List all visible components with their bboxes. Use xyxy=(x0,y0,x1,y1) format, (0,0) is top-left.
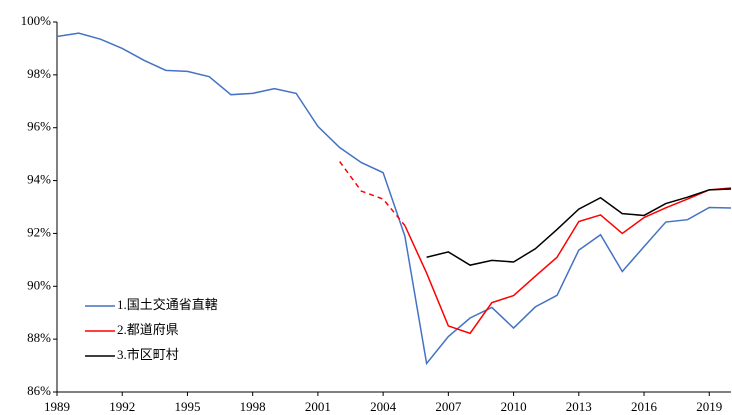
y-tick-label: 100% xyxy=(21,13,52,28)
x-tick-label: 2001 xyxy=(305,399,331,414)
y-tick-label: 96% xyxy=(27,119,51,134)
x-tick-label: 2016 xyxy=(631,399,658,414)
x-tick-label: 1989 xyxy=(44,399,70,414)
x-tick-label: 1995 xyxy=(174,399,200,414)
x-tick-label: 2007 xyxy=(435,399,462,414)
x-tick-label: 1998 xyxy=(240,399,266,414)
legend-label: 3.市区町村 xyxy=(117,347,179,362)
y-tick-label: 86% xyxy=(27,383,51,398)
series-line xyxy=(426,188,732,266)
legend-label: 2.都道府県 xyxy=(117,322,179,337)
x-tick-label: 2004 xyxy=(370,399,397,414)
y-tick-label: 92% xyxy=(27,224,51,239)
y-tick-label: 94% xyxy=(27,172,51,187)
x-tick-label: 2013 xyxy=(566,399,592,414)
legend-label: 1.国土交通省直轄 xyxy=(117,297,218,312)
x-tick-label: 2010 xyxy=(501,399,527,414)
y-tick-label: 90% xyxy=(27,277,51,292)
x-tick-label: 1992 xyxy=(109,399,135,414)
y-tick-label: 88% xyxy=(27,330,51,345)
y-tick-label: 98% xyxy=(27,66,51,81)
series-line xyxy=(404,187,732,335)
series-line xyxy=(56,32,732,366)
x-tick-label: 2019 xyxy=(696,399,722,414)
series-line xyxy=(339,161,406,226)
